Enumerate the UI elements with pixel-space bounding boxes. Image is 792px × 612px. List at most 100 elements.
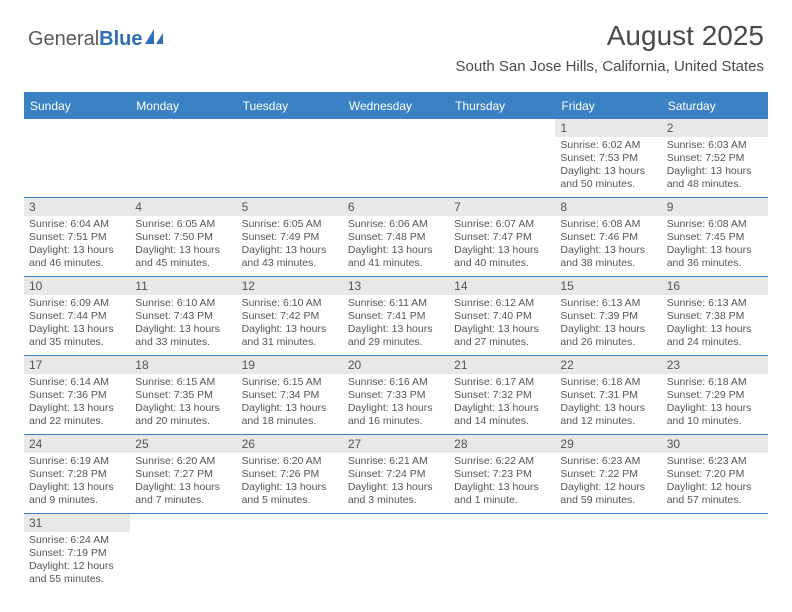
- sunrise-text: Sunrise: 6:13 AM: [560, 297, 656, 310]
- calendar-cell: 22Sunrise: 6:18 AMSunset: 7:31 PMDayligh…: [555, 356, 661, 434]
- day-header: Wednesday: [343, 94, 449, 119]
- sunset-text: Sunset: 7:35 PM: [135, 389, 231, 402]
- day-info: Sunrise: 6:11 AMSunset: 7:41 PMDaylight:…: [343, 295, 449, 353]
- sunset-text: Sunset: 7:20 PM: [667, 468, 763, 481]
- sunset-text: Sunset: 7:23 PM: [454, 468, 550, 481]
- day-info: Sunrise: 6:14 AMSunset: 7:36 PMDaylight:…: [24, 374, 130, 432]
- sunrise-text: Sunrise: 6:15 AM: [135, 376, 231, 389]
- day-info: Sunrise: 6:23 AMSunset: 7:20 PMDaylight:…: [662, 453, 768, 511]
- day-number: [237, 514, 343, 518]
- sunrise-text: Sunrise: 6:16 AM: [348, 376, 444, 389]
- day-number: [343, 119, 449, 123]
- day-number: [662, 514, 768, 518]
- day-number: 30: [662, 435, 768, 453]
- calendar-cell: 4Sunrise: 6:05 AMSunset: 7:50 PMDaylight…: [130, 198, 236, 276]
- calendar-cell: 19Sunrise: 6:15 AMSunset: 7:34 PMDayligh…: [237, 356, 343, 434]
- day-info: Sunrise: 6:17 AMSunset: 7:32 PMDaylight:…: [449, 374, 555, 432]
- daylight-text: Daylight: 13 hours and 35 minutes.: [29, 323, 125, 349]
- day-info: Sunrise: 6:18 AMSunset: 7:29 PMDaylight:…: [662, 374, 768, 432]
- daylight-text: Daylight: 13 hours and 20 minutes.: [135, 402, 231, 428]
- daylight-text: Daylight: 13 hours and 1 minute.: [454, 481, 550, 507]
- daylight-text: Daylight: 13 hours and 38 minutes.: [560, 244, 656, 270]
- calendar-cell: [130, 514, 236, 592]
- day-info: Sunrise: 6:05 AMSunset: 7:49 PMDaylight:…: [237, 216, 343, 274]
- day-info: Sunrise: 6:13 AMSunset: 7:38 PMDaylight:…: [662, 295, 768, 353]
- sunset-text: Sunset: 7:34 PM: [242, 389, 338, 402]
- sunset-text: Sunset: 7:49 PM: [242, 231, 338, 244]
- sunrise-text: Sunrise: 6:23 AM: [560, 455, 656, 468]
- day-number: 9: [662, 198, 768, 216]
- sunset-text: Sunset: 7:42 PM: [242, 310, 338, 323]
- calendar-cell: 15Sunrise: 6:13 AMSunset: 7:39 PMDayligh…: [555, 277, 661, 355]
- daylight-text: Daylight: 13 hours and 29 minutes.: [348, 323, 444, 349]
- day-info: Sunrise: 6:08 AMSunset: 7:45 PMDaylight:…: [662, 216, 768, 274]
- month-year-title: August 2025: [456, 20, 765, 52]
- calendar-cell: 3Sunrise: 6:04 AMSunset: 7:51 PMDaylight…: [24, 198, 130, 276]
- calendar-cell: [130, 119, 236, 197]
- daylight-text: Daylight: 13 hours and 22 minutes.: [29, 402, 125, 428]
- sunset-text: Sunset: 7:40 PM: [454, 310, 550, 323]
- sunset-text: Sunset: 7:31 PM: [560, 389, 656, 402]
- day-info: Sunrise: 6:06 AMSunset: 7:48 PMDaylight:…: [343, 216, 449, 274]
- sunset-text: Sunset: 7:43 PM: [135, 310, 231, 323]
- day-info: Sunrise: 6:15 AMSunset: 7:35 PMDaylight:…: [130, 374, 236, 432]
- sunrise-text: Sunrise: 6:09 AM: [29, 297, 125, 310]
- calendar-cell: [662, 514, 768, 592]
- sunset-text: Sunset: 7:19 PM: [29, 547, 125, 560]
- week-row: 17Sunrise: 6:14 AMSunset: 7:36 PMDayligh…: [24, 356, 768, 435]
- sunrise-text: Sunrise: 6:08 AM: [667, 218, 763, 231]
- calendar-cell: 23Sunrise: 6:18 AMSunset: 7:29 PMDayligh…: [662, 356, 768, 434]
- day-info: Sunrise: 6:16 AMSunset: 7:33 PMDaylight:…: [343, 374, 449, 432]
- calendar-cell: [449, 514, 555, 592]
- day-number: 7: [449, 198, 555, 216]
- day-info: Sunrise: 6:20 AMSunset: 7:27 PMDaylight:…: [130, 453, 236, 511]
- day-number: 25: [130, 435, 236, 453]
- day-number: 8: [555, 198, 661, 216]
- sunrise-text: Sunrise: 6:18 AM: [667, 376, 763, 389]
- day-info: Sunrise: 6:09 AMSunset: 7:44 PMDaylight:…: [24, 295, 130, 353]
- day-header: Sunday: [24, 94, 130, 119]
- calendar-cell: [24, 119, 130, 197]
- sunset-text: Sunset: 7:27 PM: [135, 468, 231, 481]
- sail-icon: [145, 29, 167, 45]
- sunset-text: Sunset: 7:33 PM: [348, 389, 444, 402]
- day-number: 2: [662, 119, 768, 137]
- day-number: 12: [237, 277, 343, 295]
- page-header: August 2025 South San Jose Hills, Califo…: [456, 20, 765, 75]
- day-number: [24, 119, 130, 123]
- day-number: 19: [237, 356, 343, 374]
- sunset-text: Sunset: 7:50 PM: [135, 231, 231, 244]
- daylight-text: Daylight: 13 hours and 12 minutes.: [560, 402, 656, 428]
- calendar-cell: 2Sunrise: 6:03 AMSunset: 7:52 PMDaylight…: [662, 119, 768, 197]
- sunrise-text: Sunrise: 6:18 AM: [560, 376, 656, 389]
- daylight-text: Daylight: 13 hours and 41 minutes.: [348, 244, 444, 270]
- calendar-cell: 14Sunrise: 6:12 AMSunset: 7:40 PMDayligh…: [449, 277, 555, 355]
- calendar-cell: 31Sunrise: 6:24 AMSunset: 7:19 PMDayligh…: [24, 514, 130, 592]
- calendar-cell: [237, 514, 343, 592]
- calendar-grid: Sunday Monday Tuesday Wednesday Thursday…: [24, 92, 768, 592]
- day-header: Monday: [130, 94, 236, 119]
- day-number: 1: [555, 119, 661, 137]
- calendar-cell: 13Sunrise: 6:11 AMSunset: 7:41 PMDayligh…: [343, 277, 449, 355]
- calendar-cell: 10Sunrise: 6:09 AMSunset: 7:44 PMDayligh…: [24, 277, 130, 355]
- sunrise-text: Sunrise: 6:08 AM: [560, 218, 656, 231]
- sunrise-text: Sunrise: 6:21 AM: [348, 455, 444, 468]
- day-number: [449, 119, 555, 123]
- daylight-text: Daylight: 13 hours and 10 minutes.: [667, 402, 763, 428]
- daylight-text: Daylight: 13 hours and 33 minutes.: [135, 323, 231, 349]
- sunrise-text: Sunrise: 6:23 AM: [667, 455, 763, 468]
- day-info: Sunrise: 6:10 AMSunset: 7:43 PMDaylight:…: [130, 295, 236, 353]
- sunset-text: Sunset: 7:52 PM: [667, 152, 763, 165]
- calendar-cell: 1Sunrise: 6:02 AMSunset: 7:53 PMDaylight…: [555, 119, 661, 197]
- sunrise-text: Sunrise: 6:19 AM: [29, 455, 125, 468]
- day-number: 3: [24, 198, 130, 216]
- sunrise-text: Sunrise: 6:20 AM: [242, 455, 338, 468]
- day-info: Sunrise: 6:21 AMSunset: 7:24 PMDaylight:…: [343, 453, 449, 511]
- day-info: Sunrise: 6:15 AMSunset: 7:34 PMDaylight:…: [237, 374, 343, 432]
- day-info: Sunrise: 6:03 AMSunset: 7:52 PMDaylight:…: [662, 137, 768, 195]
- sunrise-text: Sunrise: 6:13 AM: [667, 297, 763, 310]
- daylight-text: Daylight: 13 hours and 46 minutes.: [29, 244, 125, 270]
- sunset-text: Sunset: 7:38 PM: [667, 310, 763, 323]
- day-number: 14: [449, 277, 555, 295]
- sunrise-text: Sunrise: 6:02 AM: [560, 139, 656, 152]
